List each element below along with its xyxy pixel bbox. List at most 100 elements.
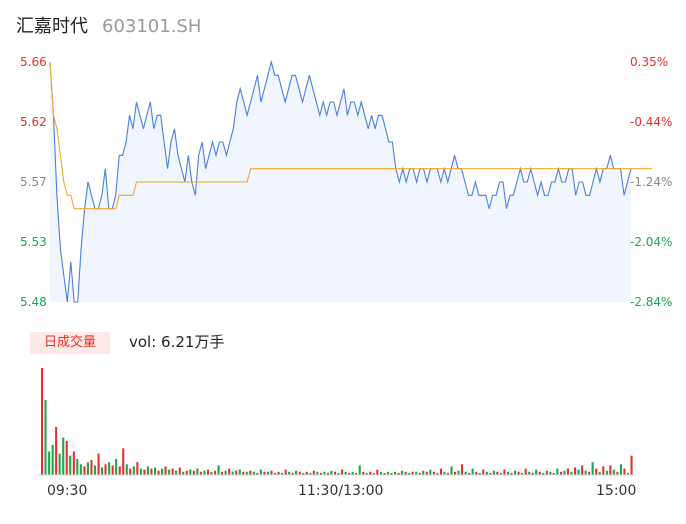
average-line [49, 61, 652, 210]
volume-bar [51, 445, 54, 475]
volume-bar [291, 472, 294, 475]
volume-bar [203, 470, 206, 475]
volume-bar [358, 465, 361, 475]
volume-label: vol: 6.21万手 [129, 333, 225, 351]
volume-bar [425, 471, 428, 475]
volume-bar [295, 470, 298, 475]
time-axis: 09:30 11:30/13:00 15:00 [47, 483, 636, 499]
volume-bar [616, 471, 619, 475]
volume-bar [351, 471, 354, 475]
volume-bar [566, 468, 569, 475]
volume-bar [115, 458, 118, 475]
time-tick-label: 09:30 [47, 483, 87, 499]
volume-bar [383, 472, 386, 475]
volume-bar [72, 451, 75, 475]
volume-bar [298, 471, 301, 475]
volume-bar [274, 472, 277, 475]
volume-bar [263, 471, 266, 475]
volume-bar [503, 469, 506, 475]
price-area [50, 62, 631, 302]
volume-bar [355, 472, 358, 475]
volume-bar [104, 464, 107, 475]
volume-bar [97, 453, 100, 475]
right-tick-label: -2.84% [630, 295, 672, 309]
volume-bar [535, 469, 538, 475]
volume-bar [288, 471, 291, 475]
volume-bar [485, 471, 488, 475]
volume-bar [192, 470, 195, 475]
volume-bar [143, 469, 146, 475]
volume-bar [418, 472, 421, 475]
volume-bar [559, 471, 562, 475]
volume-bar [598, 471, 601, 475]
volume-bar [154, 467, 157, 475]
volume-bar [524, 468, 527, 475]
stock-code: 603101.SH [102, 16, 202, 37]
volume-bar [461, 464, 464, 475]
price-area-fill [50, 62, 631, 302]
volume-bar [372, 472, 375, 475]
price-line [49, 59, 632, 303]
right-axis: 0.35% -0.44% -1.24% -2.04% -2.84% [630, 55, 672, 309]
volume-bar [514, 470, 517, 475]
volume-bar [48, 451, 51, 475]
left-axis: 5.66 5.62 5.57 5.53 5.48 [20, 55, 47, 309]
volume-bar [439, 468, 442, 475]
volume-bar [210, 471, 213, 475]
volume-bar [55, 426, 58, 475]
volume-bar [125, 464, 128, 475]
volume-bar [196, 468, 199, 475]
volume-bar [348, 472, 351, 475]
volume-bar [214, 470, 217, 475]
volume-bar [235, 470, 238, 475]
volume-bar [545, 470, 548, 475]
volume-bar [401, 470, 404, 475]
volume-bar [602, 466, 605, 475]
volume-bar [436, 472, 439, 475]
volume-bar [334, 471, 337, 475]
volume-bar [397, 472, 400, 475]
right-tick-label: -2.04% [630, 235, 672, 249]
volume-bar [605, 470, 608, 475]
volume-bar [538, 471, 541, 475]
volume-bar [379, 471, 382, 475]
volume-bar [238, 469, 241, 475]
volume-bar [252, 471, 255, 475]
volume-bar [185, 470, 188, 475]
volume-bar [139, 468, 142, 475]
volume-bar [408, 472, 411, 475]
volume-bar [630, 455, 633, 475]
volume-bar [591, 462, 594, 475]
volume-bar [570, 471, 573, 475]
volume-bar [122, 448, 125, 476]
volume-bar [175, 470, 178, 475]
volume-bar [506, 471, 509, 475]
volume-bar [136, 462, 139, 475]
volume-bar [41, 368, 44, 475]
time-tick-label: 15:00 [596, 483, 636, 499]
volume-bar [577, 469, 580, 475]
volume-bar [132, 466, 135, 475]
volume-bar [245, 471, 248, 475]
volume-bar [189, 469, 192, 475]
left-tick-label: 5.57 [20, 175, 47, 189]
volume-bar [44, 400, 47, 475]
volume-bar [319, 472, 322, 475]
volume-bar [330, 470, 333, 475]
volume-bar [266, 471, 269, 475]
volume-bar [256, 472, 259, 475]
volume-bar [390, 472, 393, 475]
volume-bar [171, 468, 174, 475]
volume-bar [542, 472, 545, 475]
volume-bar [376, 469, 379, 475]
volume-bar [415, 471, 418, 475]
volume-bar [588, 471, 591, 475]
volume-bar [365, 472, 368, 475]
volume-bar [337, 472, 340, 475]
volume-bar [206, 469, 209, 475]
volume-bar [242, 471, 245, 475]
volume-bar [93, 465, 96, 475]
volume-bar [164, 466, 167, 475]
volume-bar [362, 471, 365, 475]
volume-bar [65, 440, 68, 475]
